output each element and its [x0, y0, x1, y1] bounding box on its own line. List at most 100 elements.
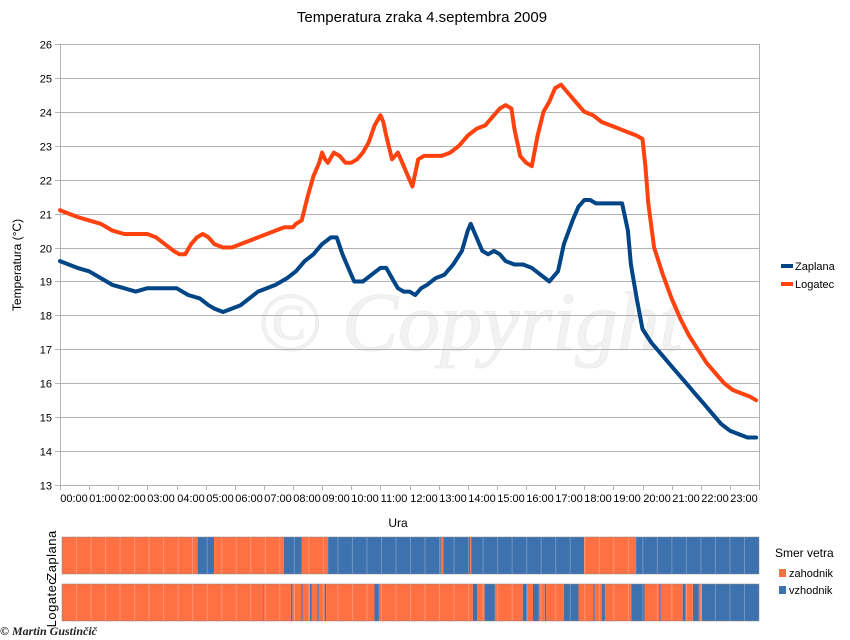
x-tick-label: 14:00	[468, 493, 496, 505]
wind-segment-zahodnik	[263, 584, 291, 621]
x-tick-label: 17:00	[555, 493, 583, 505]
wind-row-zaplana: Zaplana	[44, 530, 760, 581]
y-tick-label: 23	[40, 142, 52, 154]
wind-segment-zahodnik	[644, 584, 660, 621]
x-tick-label: 16:00	[526, 493, 554, 505]
wind-segment-zahodnik	[578, 584, 594, 621]
y-tick-label: 13	[40, 481, 52, 493]
wind-segment-zahodnik	[698, 584, 702, 621]
x-tick-label: 08:00	[293, 493, 321, 505]
series-line-logatec	[58, 82, 759, 403]
wind-segment-zahodnik	[660, 584, 683, 621]
wind-segment-vzhodnik	[310, 584, 312, 621]
x-tick-label: 20:00	[643, 493, 671, 505]
x-tick-label: 19:00	[613, 493, 641, 505]
x-tick-label: 13:00	[439, 493, 467, 505]
wind-legend-label-vzhodnik: vzhodnik	[789, 585, 833, 597]
wind-row-logatec: Logatec	[44, 578, 760, 628]
wind-legend-swatch-zahodnik	[779, 569, 786, 577]
wind-segment-zahodnik	[538, 584, 545, 621]
wind-segment-zahodnik	[379, 584, 473, 621]
wind-segment-vzhodnik	[659, 584, 661, 621]
wind-segment-zahodnik	[311, 584, 318, 621]
x-tick-label: 22:00	[701, 493, 729, 505]
y-tick-label: 14	[40, 447, 52, 459]
y-tick-label: 26	[40, 40, 52, 52]
wind-segment-vzhodnik	[544, 584, 547, 621]
wind-segment-vzhodnik	[631, 584, 645, 621]
wind-row-label: Zaplana	[44, 530, 59, 581]
x-tick-label: 07:00	[264, 493, 292, 505]
wind-segment-vzhodnik	[602, 584, 605, 621]
wind-segment-vzhodnik	[593, 584, 595, 621]
y-tick-labels: 13 14 15 16 17 18 19 20 21 22 23 24 25 26	[40, 40, 52, 493]
wind-row-border	[61, 583, 760, 622]
wind-segment-zahodnik	[584, 537, 637, 574]
wind-segment-zahodnik	[604, 584, 632, 621]
wind-segment-zahodnik	[494, 584, 523, 621]
x-tick-label: 12:00	[410, 493, 438, 505]
wind-legend-title: Smer vetra	[775, 546, 834, 560]
wind-legend-label-zahodnik: zahodnik	[789, 568, 834, 580]
y-tick-label: 22	[40, 176, 52, 188]
x-tick-label: 01:00	[89, 493, 117, 505]
wind-segment-zahodnik	[62, 584, 263, 621]
chart-title: Temperatura zraka 4.septembra 2009	[297, 9, 547, 26]
legend: Zaplana Logatec	[781, 261, 836, 291]
y-tick-label: 16	[40, 379, 52, 391]
watermark-text: © Copyright	[257, 276, 685, 369]
y-tick-label: 18	[40, 311, 52, 323]
wind-segment-zahodnik	[477, 584, 485, 621]
legend-swatch-zaplana	[781, 264, 793, 268]
wind-segment-vzhodnik	[197, 537, 215, 574]
legend-swatch-logatec	[781, 282, 793, 286]
x-tick-label: 05:00	[206, 493, 234, 505]
y-tick-label: 15	[40, 413, 52, 425]
wind-segment-vzhodnik	[522, 584, 528, 621]
x-tick-label: 03:00	[147, 493, 175, 505]
wind-segment-vzhodnik	[324, 584, 327, 621]
x-tick-label: 21:00	[672, 493, 700, 505]
series-line-zaplana	[58, 198, 759, 440]
wind-segment-zahodnik	[214, 537, 284, 574]
y-tick-label: 24	[40, 108, 52, 120]
wind-row-border	[61, 536, 760, 575]
wind-segment-vzhodnik	[290, 584, 293, 621]
wind-segment-vzhodnik	[471, 537, 585, 574]
y-tick-label: 19	[40, 277, 52, 289]
wind-segment-zahodnik	[292, 584, 302, 621]
x-tick-label: 04:00	[177, 493, 205, 505]
axes	[55, 44, 760, 490]
wind-segment-vzhodnik	[484, 584, 495, 621]
x-tick-label: 10:00	[351, 493, 379, 505]
wind-segment-vzhodnik	[682, 584, 686, 621]
wind-segment-zahodnik	[440, 537, 444, 574]
legend-label-zaplana: Zaplana	[795, 261, 836, 273]
wind-segment-vzhodnik	[636, 537, 759, 574]
copyright-text: © Martin Gustinčič	[0, 624, 97, 638]
watermark: © Copyright	[257, 276, 686, 370]
y-tick-label: 25	[40, 74, 52, 86]
y-axis-label: Temperatura (°C)	[10, 219, 24, 311]
x-tick-label: 09:00	[322, 493, 350, 505]
wind-segment-zahodnik	[546, 584, 564, 621]
x-tick-label: 23:00	[730, 493, 758, 505]
wind-segment-vzhodnik	[374, 584, 379, 621]
x-axis-label: Ura	[388, 516, 408, 530]
wind-segment-zahodnik	[594, 584, 602, 621]
wind-segment-vzhodnik	[533, 584, 539, 621]
x-tick-labels: 00:00 01:00 02:00 03:00 04:00 05:00 06:00 07:00…	[60, 493, 758, 505]
wind-segment-vzhodnik	[693, 584, 699, 621]
wind-segment-vzhodnik	[443, 537, 470, 574]
wind-segment-zahodnik	[470, 537, 472, 574]
wind-segment-vzhodnik	[317, 584, 319, 621]
y-tick-label: 21	[40, 210, 52, 222]
wind-segment-vzhodnik	[301, 584, 303, 621]
x-tick-label: 00:00	[60, 493, 88, 505]
wind-legend-swatch-vzhodnik	[779, 586, 786, 594]
x-tick-label: 02:00	[118, 493, 146, 505]
series-lines	[58, 82, 759, 440]
wind-row-label: Logatec	[44, 578, 59, 628]
wind-segment-zahodnik	[301, 537, 329, 574]
